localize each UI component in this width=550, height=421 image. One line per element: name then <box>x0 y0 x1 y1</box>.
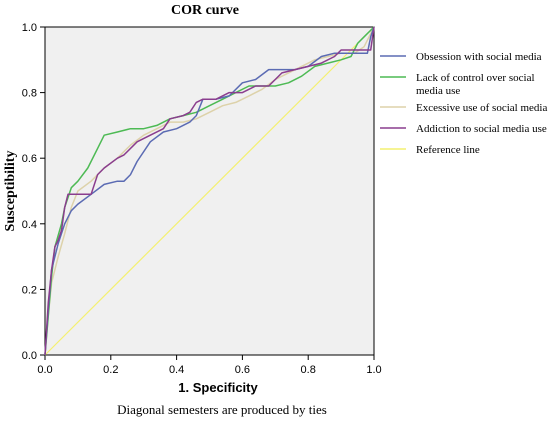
legend-label: Excessive use of social media <box>416 102 547 114</box>
y-tick-label: 0.2 <box>22 284 37 296</box>
series-line-3 <box>44 26 375 356</box>
x-tick-label: 0.4 <box>169 364 184 376</box>
x-tick-label: 0.0 <box>37 364 52 376</box>
x-axis: 0.0 0.2 0.4 0.6 0.8 1.0 <box>37 355 382 376</box>
x-axis-label: 1. Specificity <box>178 380 258 395</box>
y-tick-label: 0.8 <box>22 88 37 100</box>
legend-label: Addiction to social media use <box>416 123 547 135</box>
y-axis-label: Susceptibility <box>3 151 18 232</box>
series-layer <box>44 26 375 356</box>
footnote: Diagonal semesters are produced by ties <box>117 402 327 417</box>
legend-label: Reference line <box>416 144 480 156</box>
legend: Obsession with social media Lack of contr… <box>380 51 547 156</box>
y-tick-label: 0.6 <box>22 153 37 165</box>
x-tick-label: 0.2 <box>103 364 118 376</box>
y-tick-label: 1.0 <box>22 22 37 34</box>
series-line-0 <box>44 26 375 356</box>
y-axis: 0.0 0.2 0.4 0.6 0.8 1.0 <box>22 22 45 362</box>
chart-title: COR curve <box>171 3 239 18</box>
legend-label: Lack of control over social media use <box>416 72 535 97</box>
x-tick-label: 0.6 <box>235 364 250 376</box>
legend-label: Obsession with social media <box>416 51 542 63</box>
y-tick-label: 0.0 <box>22 350 37 362</box>
x-tick-label: 1.0 <box>366 364 381 376</box>
series-line-4 <box>44 26 375 356</box>
x-tick-label: 0.8 <box>301 364 316 376</box>
y-tick-label: 0.4 <box>22 219 37 231</box>
